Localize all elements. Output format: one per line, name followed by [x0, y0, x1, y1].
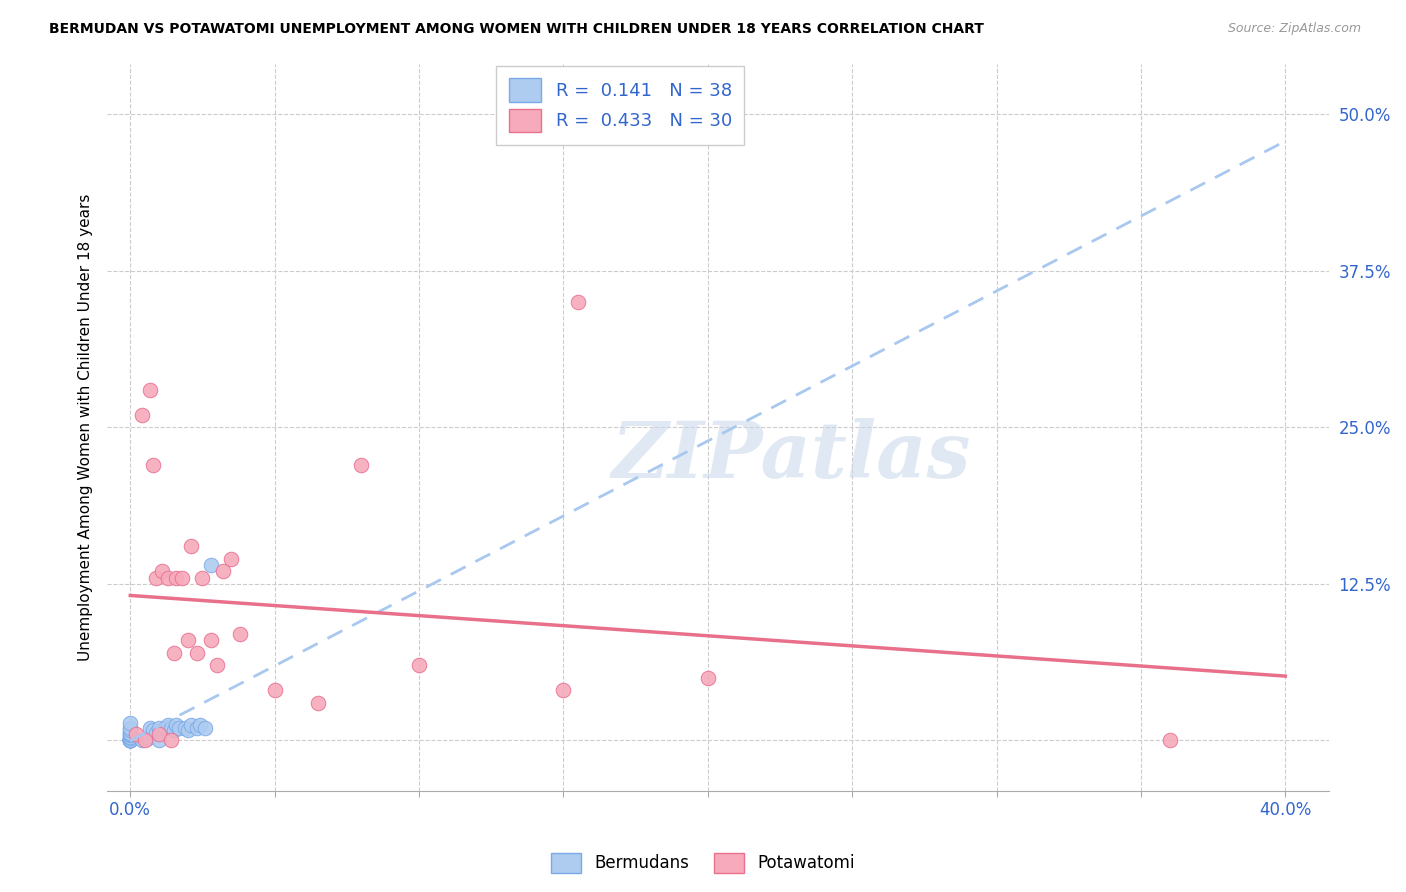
Point — [172, 571, 194, 585]
Point — [148, 733, 170, 747]
Point — [162, 723, 184, 738]
Point — [120, 733, 142, 747]
Point — [221, 552, 243, 566]
Point — [229, 627, 252, 641]
Y-axis label: Unemployment Among Women with Children Under 18 years: Unemployment Among Women with Children U… — [79, 194, 93, 661]
Point — [263, 683, 285, 698]
Point — [307, 696, 329, 710]
Point — [120, 729, 142, 743]
Point — [134, 733, 156, 747]
Text: Source: ZipAtlas.com: Source: ZipAtlas.com — [1227, 22, 1361, 36]
Point — [191, 571, 214, 585]
Point — [120, 733, 142, 747]
Point — [120, 733, 142, 747]
Point — [142, 723, 165, 738]
Point — [120, 726, 142, 740]
Point — [156, 718, 179, 732]
Point — [177, 633, 200, 648]
Point — [120, 733, 142, 747]
Point — [131, 733, 153, 747]
Point — [131, 408, 153, 422]
Point — [120, 723, 142, 738]
Point — [120, 721, 142, 735]
Point — [162, 646, 184, 660]
Point — [177, 723, 200, 738]
Point — [186, 646, 208, 660]
Point — [139, 721, 162, 735]
Point — [145, 571, 167, 585]
Point — [350, 458, 373, 472]
Point — [136, 731, 159, 745]
Point — [120, 733, 142, 747]
Point — [166, 718, 188, 732]
Point — [211, 565, 233, 579]
Point — [408, 658, 430, 673]
Point — [194, 721, 217, 735]
Point — [567, 295, 589, 310]
Point — [120, 733, 142, 747]
Point — [120, 730, 142, 744]
Point — [120, 727, 142, 741]
Point — [180, 718, 202, 732]
Point — [188, 718, 211, 732]
Point — [125, 727, 148, 741]
Text: BERMUDAN VS POTAWATOMI UNEMPLOYMENT AMONG WOMEN WITH CHILDREN UNDER 18 YEARS COR: BERMUDAN VS POTAWATOMI UNEMPLOYMENT AMON… — [49, 22, 984, 37]
Point — [148, 721, 170, 735]
Point — [153, 721, 176, 735]
Point — [169, 721, 191, 735]
Point — [1159, 733, 1181, 747]
Point — [159, 733, 181, 747]
Point — [553, 683, 575, 698]
Legend: Bermudans, Potawatomi: Bermudans, Potawatomi — [544, 847, 862, 880]
Point — [142, 458, 165, 472]
Point — [120, 733, 142, 747]
Point — [205, 658, 228, 673]
Point — [174, 721, 197, 735]
Point — [200, 633, 222, 648]
Point — [156, 571, 179, 585]
Point — [120, 733, 142, 747]
Point — [166, 571, 188, 585]
Point — [120, 733, 142, 747]
Point — [150, 565, 173, 579]
Point — [120, 733, 142, 747]
Point — [159, 721, 181, 735]
Point — [120, 731, 142, 745]
Legend: R =  0.141   N = 38, R =  0.433   N = 30: R = 0.141 N = 38, R = 0.433 N = 30 — [496, 66, 744, 145]
Point — [148, 727, 170, 741]
Text: ZIPatlas: ZIPatlas — [612, 418, 972, 495]
Point — [145, 726, 167, 740]
Point — [139, 383, 162, 397]
Point — [200, 558, 222, 573]
Point — [120, 715, 142, 730]
Point — [186, 721, 208, 735]
Point — [180, 539, 202, 553]
Point — [696, 671, 718, 685]
